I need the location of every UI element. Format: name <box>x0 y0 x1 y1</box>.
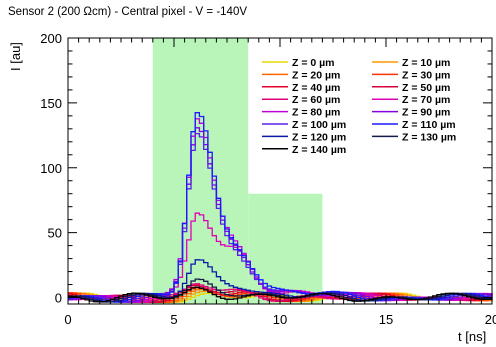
legend-label: Z = 60 µm <box>292 94 340 106</box>
legend-label: Z = 120 µm <box>292 131 346 143</box>
legend-label: Z = 110 µm <box>402 119 456 131</box>
x-tick-label: 15 <box>379 312 393 327</box>
legend-label: Z = 50 µm <box>402 82 450 94</box>
legend-label: Z = 130 µm <box>402 131 456 143</box>
legend-label: Z = 80 µm <box>292 107 340 119</box>
legend-label: Z = 20 µm <box>292 69 340 81</box>
legend-label: Z = 100 µm <box>292 119 346 131</box>
x-axis-label: t [ns] <box>458 329 486 344</box>
y-tick-label: 100 <box>40 161 62 176</box>
legend-label: Z = 10 µm <box>402 57 450 69</box>
y-tick-label: 50 <box>48 226 62 241</box>
x-tick-label: 5 <box>170 312 177 327</box>
legend-label: Z = 30 µm <box>402 69 450 81</box>
highlight-region-1 <box>248 193 323 304</box>
y-tick-label: 200 <box>40 31 62 46</box>
axis-ticks <box>67 37 493 304</box>
y-tick-label: 150 <box>40 96 62 111</box>
legend-label: Z = 90 µm <box>402 107 450 119</box>
legend-label: Z = 0 µm <box>292 57 335 69</box>
legend-label: Z = 140 µm <box>292 144 346 156</box>
chart-title: Sensor 2 (200 Ωcm) - Central pixel - V =… <box>8 6 247 18</box>
x-tick-label: 0 <box>64 312 71 327</box>
highlight-region-0 <box>152 38 249 304</box>
legend: Z = 0 µm Z = 10 µm Z = 20 µm Z = 30 µm Z = 4… <box>262 57 456 156</box>
y-axis-label: I [au] <box>8 42 23 71</box>
legend-label: Z = 40 µm <box>292 82 340 94</box>
x-tick-label: 10 <box>273 312 287 327</box>
y-tick-label: 0 <box>55 291 62 306</box>
x-tick-label: 20 <box>485 312 496 327</box>
legend-label: Z = 70 µm <box>402 94 450 106</box>
